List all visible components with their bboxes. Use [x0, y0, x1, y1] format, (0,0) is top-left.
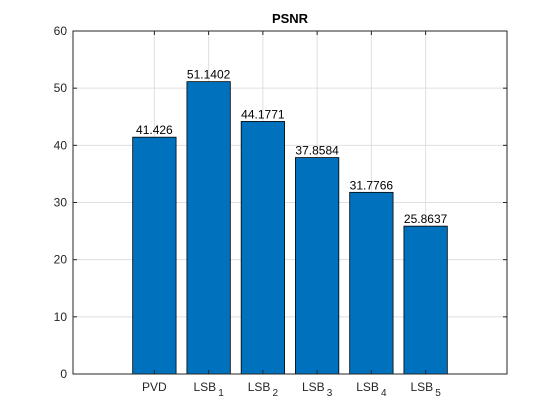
- y-tick-label: 0: [60, 367, 67, 381]
- bar: [186, 81, 231, 375]
- y-tick-label: 60: [54, 24, 68, 38]
- data-label: 31.7766: [350, 178, 394, 192]
- bar: [295, 157, 340, 375]
- x-tick-label-base: LSB: [302, 380, 325, 394]
- bars: [132, 81, 448, 375]
- x-tick-label: LSB 3: [302, 380, 333, 399]
- y-tick-label: 10: [54, 310, 68, 324]
- y-tick-label: 30: [54, 196, 68, 210]
- x-tick-label: PVD: [142, 380, 167, 394]
- x-tick-label: LSB 1: [194, 380, 225, 399]
- data-label: 37.8584: [295, 144, 339, 158]
- data-label: 51.1402: [187, 68, 231, 82]
- y-tick-label: 20: [54, 253, 68, 267]
- x-tick-label: LSB 2: [248, 380, 279, 399]
- data-labels: 41.426 51.1402 44.1771 37.8584 31.7766 25.863…: [136, 68, 448, 226]
- x-tick-label-subscript: 2: [272, 388, 278, 399]
- bar: [349, 191, 394, 375]
- data-label: 25.8637: [404, 212, 448, 226]
- x-tick-label-subscript: 3: [327, 388, 333, 399]
- y-tick-label: 40: [54, 138, 68, 152]
- x-tick-label-base: LSB: [411, 380, 434, 394]
- bar: [403, 225, 448, 375]
- data-label: 44.1771: [241, 107, 285, 121]
- x-tick-label: LSB 4: [356, 380, 387, 399]
- x-tick-label: LSB 5: [411, 380, 442, 399]
- x-tick-label-base: LSB: [248, 380, 271, 394]
- bar: [132, 136, 177, 375]
- x-tick-label-base: PVD: [142, 380, 167, 394]
- x-tick-label-subscript: 4: [381, 388, 387, 399]
- x-tick-label-subscript: 5: [435, 388, 441, 399]
- x-tick-label-subscript: 1: [218, 388, 224, 399]
- x-tick-label-base: LSB: [356, 380, 379, 394]
- data-label: 41.426: [136, 123, 173, 137]
- bar: [240, 121, 285, 375]
- y-tick-label: 50: [54, 81, 68, 95]
- x-tick-label-base: LSB: [194, 380, 217, 394]
- chart-title: PSNR: [272, 11, 309, 26]
